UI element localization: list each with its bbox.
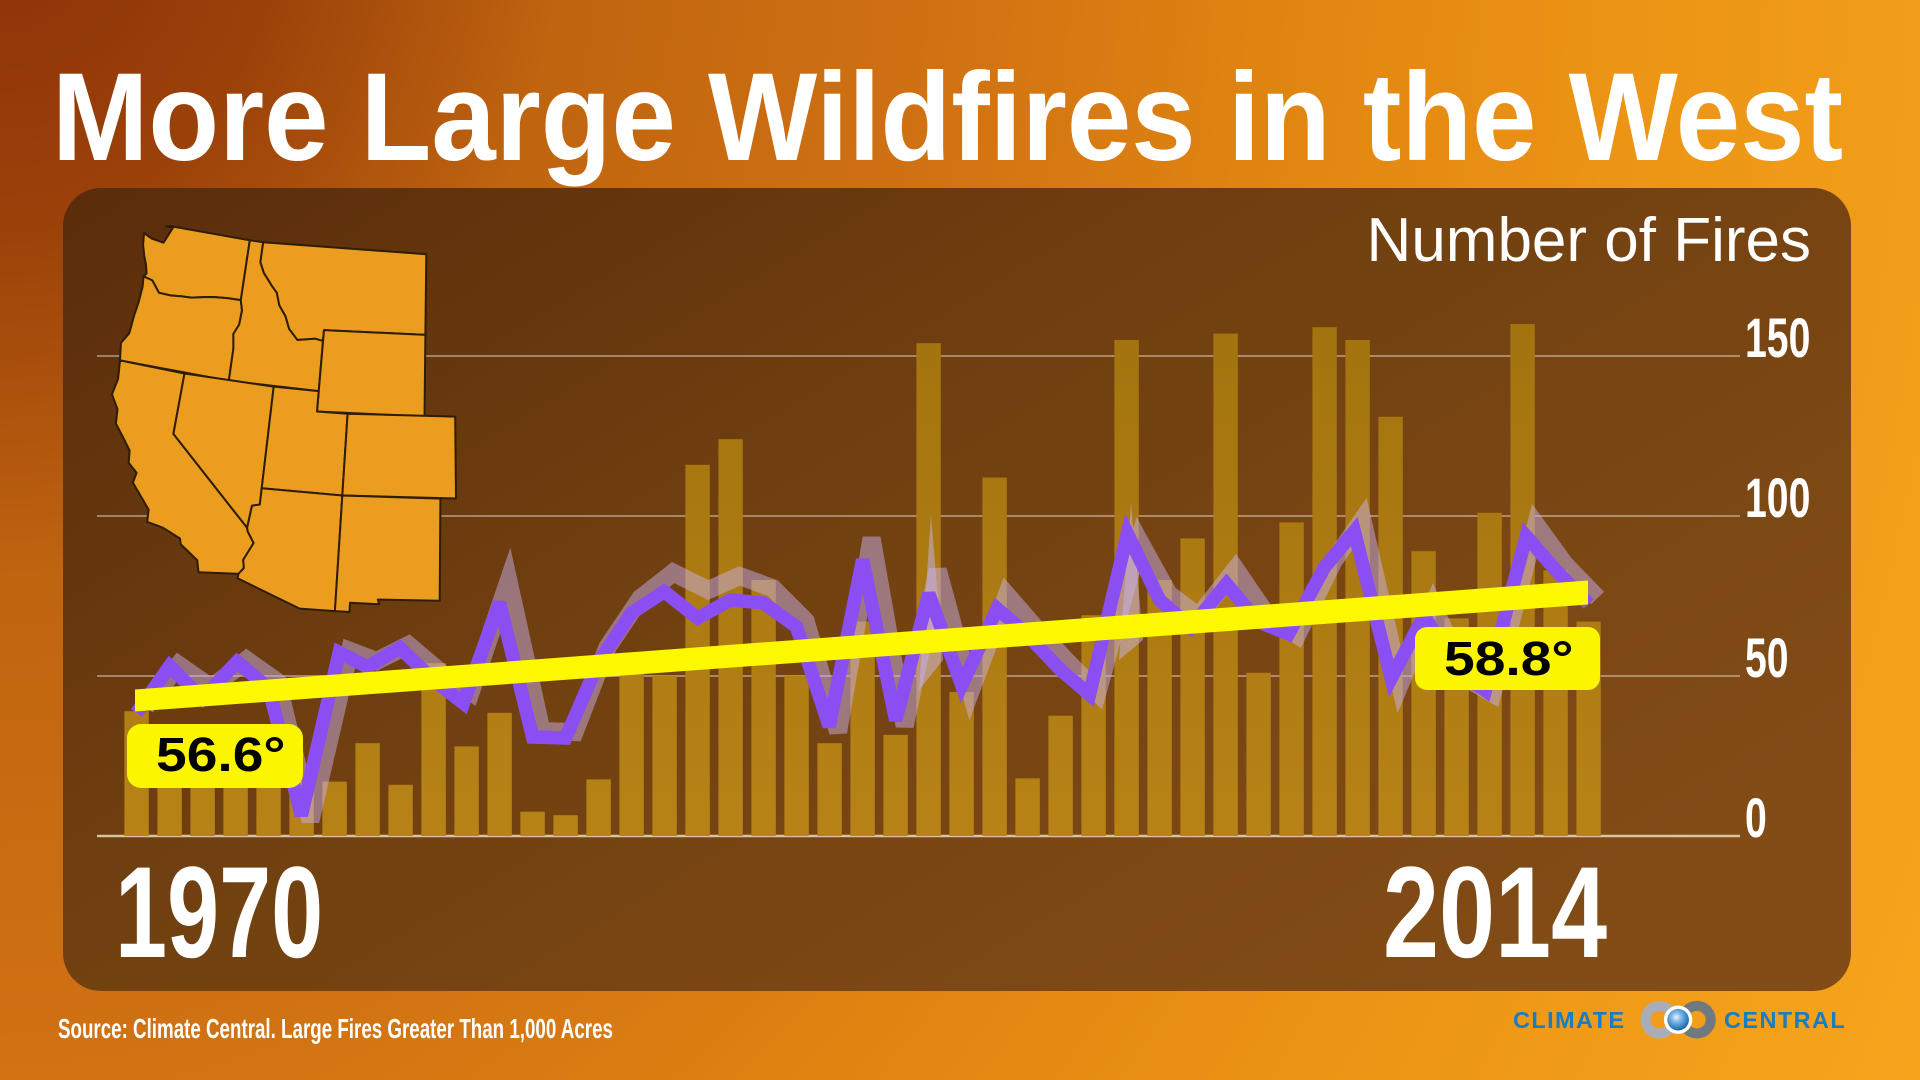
svg-text:50: 50 [1745, 627, 1789, 690]
svg-text:CLIMATE: CLIMATE [1513, 1007, 1626, 1033]
svg-text:0: 0 [1745, 787, 1767, 850]
svg-text:150: 150 [1745, 307, 1810, 370]
svg-text:More Large Wildfires in the We: More Large Wildfires in the West [52, 48, 1843, 187]
svg-text:56.6°: 56.6° [156, 727, 285, 781]
svg-text:100: 100 [1745, 467, 1810, 530]
svg-text:Source: Climate Central. Large: Source: Climate Central. Large Fires Gre… [58, 1013, 613, 1045]
svg-text:1970: 1970 [115, 840, 323, 986]
svg-text:Number of Fires: Number of Fires [1367, 206, 1811, 275]
svg-text:CENTRAL: CENTRAL [1724, 1007, 1846, 1033]
svg-text:58.8°: 58.8° [1444, 631, 1573, 685]
svg-text:2014: 2014 [1383, 840, 1607, 985]
